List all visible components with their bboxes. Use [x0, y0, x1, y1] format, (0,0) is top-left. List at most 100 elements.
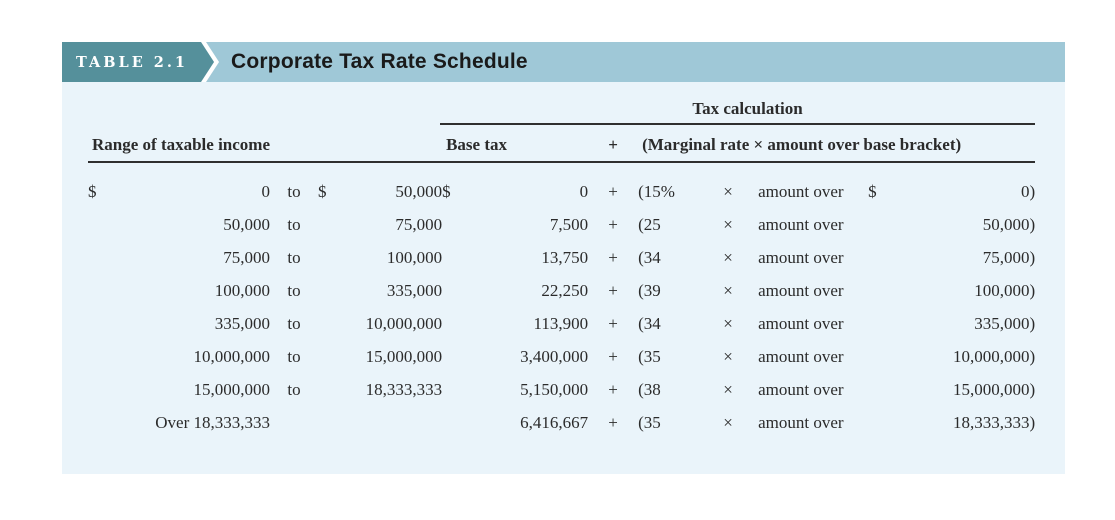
table-badge: TABLE 2.1	[62, 42, 214, 82]
cell-base-bracket: 335,000)	[974, 314, 1036, 333]
cell-dollar-sign	[318, 406, 342, 439]
cell-upper-bound: 335,000	[386, 281, 443, 300]
table-row: Over 18,333,333 6,416,667 + (35 × amount…	[88, 406, 1035, 439]
cell-upper-bound: 15,000,000	[365, 347, 443, 366]
cell-upper-bound: 18,333,333	[365, 380, 443, 399]
cell-times-sign: ×	[723, 281, 733, 300]
cell-lower-bound: Over 18,333,333	[155, 413, 270, 432]
cell-marginal-rate: (34	[638, 248, 661, 267]
cell-base-bracket: 100,000)	[974, 281, 1036, 300]
cell-times-sign: ×	[723, 347, 733, 366]
cell-lower-bound: 75,000	[223, 248, 270, 267]
cell-dollar-sign	[442, 208, 468, 241]
cell-plus-sign: +	[608, 182, 618, 201]
cell-lower-bound: 10,000,000	[193, 347, 271, 366]
cell-dollar-sign	[442, 241, 468, 274]
cell-dollar-sign	[318, 307, 342, 340]
table-row: 10,000,000 to 15,000,000 3,400,000 + (35…	[88, 340, 1036, 373]
cell-base-tax: 0	[579, 182, 589, 201]
cell-dollar-sign	[88, 208, 118, 241]
table-row: 15,000,000 to 18,333,333 5,150,000 + (38…	[88, 373, 1036, 406]
cell-base-tax: 22,250	[541, 281, 589, 300]
cell-lower-bound: 0	[261, 182, 271, 201]
cell-amount-over: amount over	[758, 380, 844, 399]
cell-upper-bound: 10,000,000	[365, 314, 443, 333]
cell-base-tax: 113,900	[533, 314, 589, 333]
cell-lower-bound: 15,000,000	[193, 380, 271, 399]
cell-to-label: to	[287, 215, 301, 234]
cell-dollar-sign	[868, 208, 898, 241]
cell-plus-sign: +	[608, 347, 618, 366]
cell-base-bracket: 18,333,333)	[952, 413, 1036, 432]
cell-base-tax: 6,416,667	[520, 413, 589, 432]
cell-lower-bound: 335,000	[214, 314, 270, 333]
cell-marginal-rate: (35	[638, 347, 661, 366]
cell-dollar-sign	[868, 241, 898, 274]
table-header-row: Range of taxable income Base tax + (Marg…	[88, 125, 1036, 163]
cell-dollar-sign: $	[88, 182, 97, 201]
cell-marginal-rate: (34	[638, 314, 661, 333]
cell-to-label: to	[287, 347, 301, 366]
cell-dollar-sign	[88, 274, 118, 307]
header-base-tax: Base tax	[442, 125, 589, 163]
header-marginal-rate: (Marginal rate × amount over base bracke…	[638, 125, 1036, 163]
cell-to-label: to	[287, 380, 301, 399]
cell-times-sign: ×	[723, 182, 733, 201]
cell-base-bracket: 75,000)	[982, 248, 1036, 267]
table-panel: TABLE 2.1 Corporate Tax Rate Schedule Ta…	[62, 42, 1065, 474]
cell-base-tax: 7,500	[549, 215, 589, 234]
cell-marginal-rate: (35	[638, 413, 661, 432]
cell-dollar-sign	[88, 241, 118, 274]
cell-dollar-sign	[318, 340, 342, 373]
cell-upper-bound: 75,000	[395, 215, 443, 234]
cell-to-label: to	[287, 182, 301, 201]
cell-amount-over: amount over	[758, 281, 844, 300]
cell-times-sign: ×	[723, 380, 733, 399]
panel-title: Corporate Tax Rate Schedule	[231, 50, 528, 73]
cell-dollar-sign	[318, 241, 342, 274]
cell-amount-over: amount over	[758, 248, 844, 267]
group-header-tax-calculation: Tax calculation	[440, 98, 1035, 125]
cell-amount-over: amount over	[758, 413, 844, 432]
cell-plus-sign: +	[608, 314, 618, 333]
cell-amount-over: amount over	[758, 314, 844, 333]
cell-marginal-rate: (15%	[638, 182, 675, 201]
cell-times-sign: ×	[723, 314, 733, 333]
cell-dollar-sign	[868, 406, 898, 439]
cell-amount-over: amount over	[758, 347, 844, 366]
cell-dollar-sign	[318, 208, 342, 241]
cell-lower-bound: 50,000	[223, 215, 270, 234]
cell-base-tax: 3,400,000	[520, 347, 589, 366]
panel-header-bar: TABLE 2.1 Corporate Tax Rate Schedule	[62, 42, 1065, 82]
cell-dollar-sign	[868, 373, 898, 406]
cell-to-label: to	[287, 314, 301, 333]
cell-base-bracket: 10,000,000)	[952, 347, 1036, 366]
cell-amount-over: amount over	[758, 182, 844, 201]
cell-dollar-sign	[442, 307, 468, 340]
cell-dollar-sign	[442, 406, 468, 439]
table-body: $ 0 to $ 50,000 $ 0 + (15% × amount over…	[88, 162, 1035, 439]
header-range-of-taxable-income: Range of taxable income	[88, 125, 443, 163]
cell-dollar-sign	[318, 373, 342, 406]
cell-plus-sign: +	[608, 380, 618, 399]
cell-dollar-sign	[88, 406, 118, 439]
cell-marginal-rate: (38	[638, 380, 661, 399]
cell-upper-bound: 50,000	[395, 182, 443, 201]
cell-to-label: to	[287, 281, 301, 300]
cell-times-sign: ×	[723, 413, 733, 432]
table-badge-chevron: TABLE 2.1	[62, 42, 219, 82]
cell-base-bracket: 15,000,000)	[952, 380, 1036, 399]
table-row: $ 0 to $ 50,000 $ 0 + (15% × amount over…	[88, 162, 1035, 208]
cell-plus-sign: +	[608, 215, 618, 234]
cell-plus-sign: +	[608, 281, 618, 300]
cell-dollar-sign	[442, 373, 468, 406]
cell-dollar-sign	[88, 307, 118, 340]
cell-dollar-sign: $	[868, 182, 877, 201]
cell-lower-bound: 100,000	[214, 281, 270, 300]
cell-base-bracket: 50,000)	[982, 215, 1036, 234]
cell-dollar-sign	[868, 274, 898, 307]
header-plus-sign: +	[588, 125, 639, 163]
cell-dollar-sign	[88, 373, 118, 406]
table-row: 50,000 to 75,000 7,500 + (25 × amount ov…	[88, 208, 1035, 241]
cell-dollar-sign	[318, 274, 342, 307]
